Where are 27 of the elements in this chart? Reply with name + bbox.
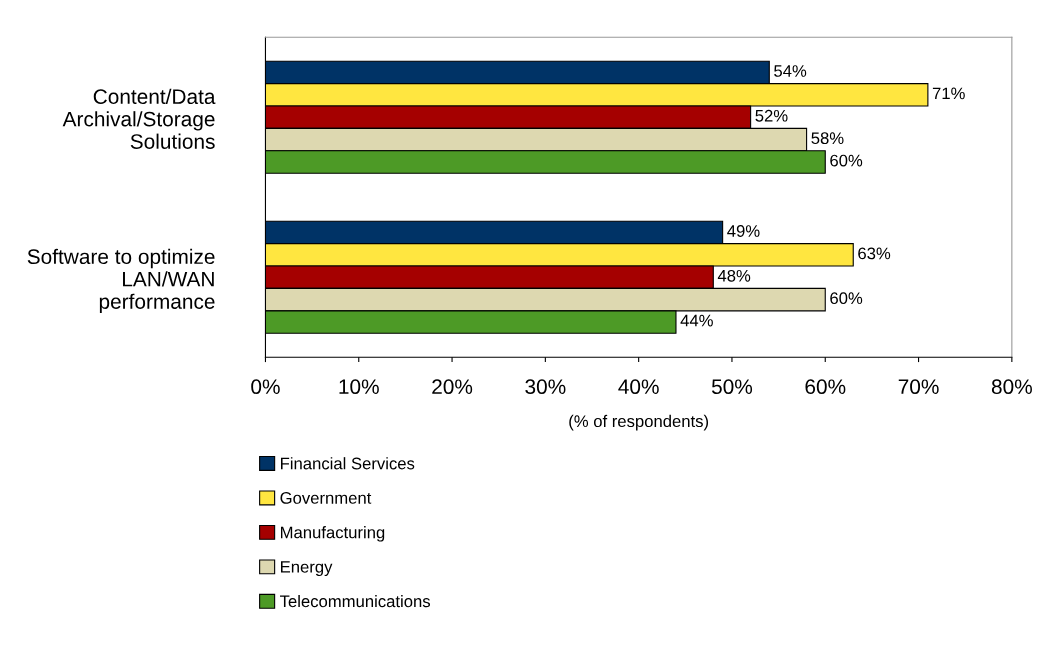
data-label: 60% — [830, 154, 863, 167]
x-axis-title: (% of respondents) — [569, 414, 709, 431]
data-label: 71% — [932, 87, 965, 100]
data-label: 58% — [811, 132, 844, 145]
legend-label: Financial Services — [281, 457, 415, 470]
x-tick-label: 10% — [339, 379, 379, 395]
y-tick-label: Content/Data Archival/Storage Solutions — [62, 88, 216, 149]
x-tick-label: 0% — [251, 379, 280, 395]
y-tick-label: Software to optimize LAN/WAN performance — [27, 248, 215, 314]
data-label: 48% — [717, 269, 751, 282]
legend-label: Energy — [281, 561, 333, 577]
legend-label: Manufacturing — [281, 526, 385, 542]
legend-label: Telecommunications — [280, 594, 431, 608]
x-tick-label: 80% — [991, 379, 1032, 395]
x-tick-label: 60% — [805, 379, 846, 395]
x-tick-label: 30% — [525, 379, 566, 395]
legend-label: Government — [280, 492, 372, 504]
data-label: 54% — [774, 65, 807, 77]
x-tick-label: 70% — [898, 379, 939, 395]
x-tick-label: 50% — [711, 379, 753, 395]
x-tick-label: 20% — [432, 379, 473, 395]
data-label: 60% — [830, 292, 863, 305]
x-tick-label: 40% — [618, 379, 659, 395]
data-label: 52% — [755, 109, 788, 122]
data-label: 63% — [858, 247, 891, 260]
data-label: 44% — [680, 314, 713, 327]
data-label: 49% — [727, 225, 760, 237]
